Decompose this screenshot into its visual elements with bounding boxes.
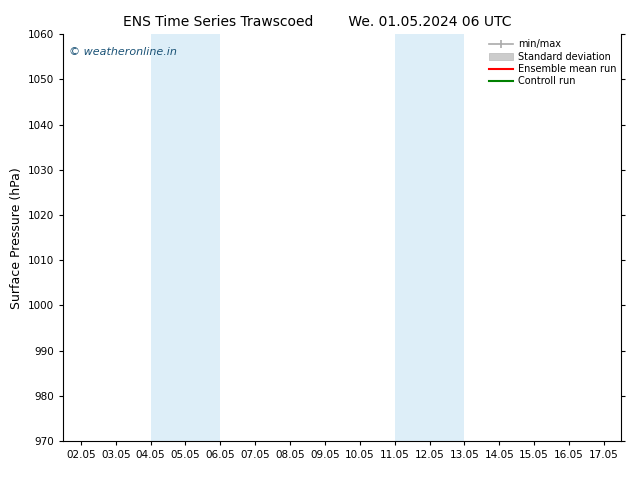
Text: © weatheronline.in: © weatheronline.in bbox=[69, 47, 177, 56]
Bar bbox=[150, 34, 221, 441]
Bar bbox=[394, 34, 464, 441]
Legend: min/max, Standard deviation, Ensemble mean run, Controll run: min/max, Standard deviation, Ensemble me… bbox=[487, 37, 618, 88]
Y-axis label: Surface Pressure (hPa): Surface Pressure (hPa) bbox=[10, 167, 23, 309]
Text: ENS Time Series Trawscoed        We. 01.05.2024 06 UTC: ENS Time Series Trawscoed We. 01.05.2024… bbox=[123, 15, 511, 29]
